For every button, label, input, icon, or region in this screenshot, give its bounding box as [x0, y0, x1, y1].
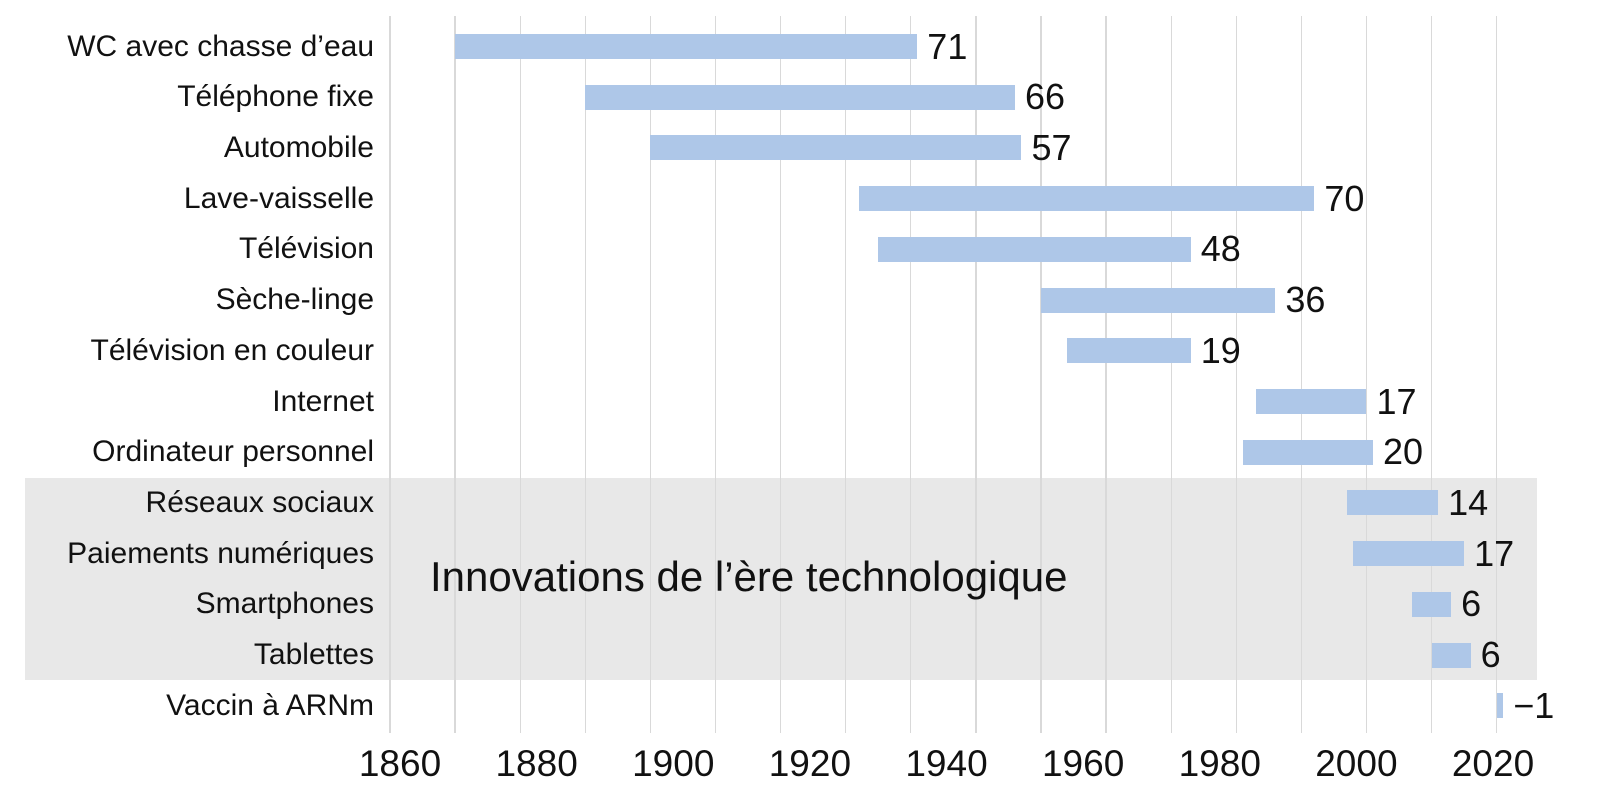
category-label: Réseaux sociaux — [145, 485, 374, 519]
category-label: Ordinateur personnel — [92, 435, 374, 469]
gridline-1910 — [779, 16, 782, 733]
x-tick-label-1900: 1900 — [632, 743, 715, 784]
gridline-2000 — [1365, 16, 1368, 733]
category-label: Télévision — [238, 232, 374, 266]
bar-value-label: 71 — [927, 25, 968, 67]
x-tick-label-1880: 1880 — [495, 743, 578, 784]
chart-title: Innovations de l’ère technologique — [430, 553, 1068, 600]
category-label: Sèche-linge — [215, 283, 374, 317]
gridline-1890 — [649, 16, 652, 733]
bar — [1431, 642, 1471, 668]
bar-value-label: 6 — [1480, 634, 1501, 676]
bar-value-label: 14 — [1448, 481, 1489, 523]
bar — [1242, 439, 1373, 465]
category-label: Internet — [272, 384, 374, 418]
bar — [650, 135, 1022, 161]
category-label: Vaccin à ARNm — [166, 688, 374, 722]
category-label: Lave-vaisselle — [183, 181, 374, 215]
bar — [455, 34, 918, 59]
bar — [1041, 287, 1276, 313]
gridline-1930 — [910, 16, 912, 733]
category-label: Paiements numériques — [67, 536, 374, 570]
x-tick-label-1980: 1980 — [1178, 743, 1261, 784]
category-label: WC avec chasse d’eau — [67, 29, 374, 63]
bar-value-label: −1 — [1513, 684, 1555, 726]
bar — [1412, 591, 1452, 617]
gridline-1970 — [1170, 16, 1172, 733]
bar — [1255, 389, 1367, 415]
gridline-1950 — [1040, 16, 1042, 733]
bar-value-label: 66 — [1024, 76, 1065, 118]
gridline-1870 — [519, 16, 521, 733]
bar — [858, 186, 1315, 212]
bar — [1496, 693, 1504, 719]
category-label: Smartphones — [195, 587, 374, 621]
bar-value-label: 17 — [1474, 532, 1515, 574]
x-tick-label-1920: 1920 — [768, 743, 852, 784]
gridline-1860 — [454, 16, 456, 733]
gridline-1980 — [1235, 16, 1237, 733]
gridline-1880 — [584, 16, 586, 733]
bar-value-label: 57 — [1031, 126, 1072, 168]
bar — [878, 236, 1191, 262]
x-tick-label-2000: 2000 — [1315, 743, 1398, 784]
gridline-1990 — [1300, 16, 1303, 733]
category-label: Tablettes — [253, 638, 374, 672]
x-tick-label-1940: 1940 — [905, 743, 988, 784]
category-label: Téléphone fixe — [177, 80, 374, 114]
x-tick-label-1960: 1960 — [1041, 743, 1125, 784]
gridline-1850 — [389, 16, 391, 733]
gridline-1960 — [1105, 16, 1107, 733]
bar — [1067, 338, 1191, 364]
bar-value-label: 70 — [1324, 177, 1365, 219]
gridline-2010 — [1430, 16, 1433, 733]
bar — [1346, 490, 1439, 516]
bar-value-label: 48 — [1200, 228, 1241, 270]
bar-value-label: 20 — [1383, 431, 1424, 473]
bar-value-label: 6 — [1461, 583, 1482, 625]
bar — [585, 84, 1015, 110]
bar-value-label: 19 — [1200, 329, 1241, 371]
gridline-1900 — [714, 16, 717, 733]
bar — [1353, 541, 1465, 567]
gridline-1920 — [845, 16, 847, 733]
bar-value-label: 36 — [1285, 279, 1326, 321]
category-label: Automobile — [223, 130, 374, 164]
gridline-1940 — [975, 16, 977, 733]
x-tick-label-1860: 1860 — [358, 743, 442, 784]
gridline-2020 — [1496, 16, 1498, 733]
category-label: Télévision en couleur — [90, 333, 375, 367]
bar-value-label: 17 — [1376, 380, 1417, 422]
x-tick-label-2020: 2020 — [1451, 743, 1535, 784]
